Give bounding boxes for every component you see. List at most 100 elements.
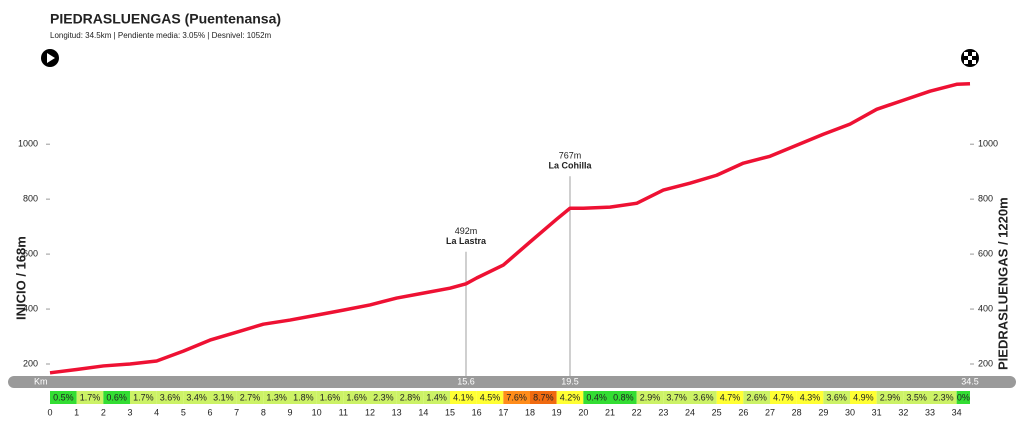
gradient-segment <box>503 391 530 404</box>
gradient-segment <box>103 391 130 404</box>
gradient-segment <box>930 391 957 404</box>
x-tick-label: 6 <box>207 407 212 417</box>
start-icon <box>41 49 59 67</box>
gradient-segment <box>610 391 637 404</box>
y-tick-label: 800 <box>978 194 993 204</box>
gradient-label: 4.3% <box>800 392 821 402</box>
y-tick-label: 200 <box>23 358 38 368</box>
gradient-segment <box>370 391 397 404</box>
gradient-segment <box>690 391 717 404</box>
x-tick-label: 31 <box>872 407 882 417</box>
gradient-label: 2.3% <box>373 392 394 402</box>
x-tick-label: 26 <box>738 407 748 417</box>
gradient-label: 1.7% <box>133 392 154 402</box>
annotation-elevation: 767m <box>559 151 582 161</box>
gradient-segment <box>130 391 157 404</box>
finish-icon <box>961 49 979 67</box>
gradient-segment <box>50 391 77 404</box>
gradient-segment <box>263 391 290 404</box>
gradient-segment <box>156 391 184 404</box>
gradient-segment <box>850 391 877 404</box>
x-tick-label: 0 <box>47 407 52 417</box>
elevation-line <box>49 81 971 375</box>
gradient-segment <box>663 391 690 404</box>
gradient-label: 1.4% <box>426 392 447 402</box>
annotation-name: La Cohilla <box>548 161 592 171</box>
gradient-label: 3.6% <box>693 392 714 402</box>
gradient-segment <box>743 391 770 404</box>
gradient-segment <box>583 391 610 404</box>
gradient-segment <box>316 391 344 404</box>
x-tick-label: 25 <box>712 407 722 417</box>
y-tick-label: 1000 <box>18 139 38 149</box>
gradient-segment <box>770 391 797 404</box>
x-tick-label: 14 <box>418 407 428 417</box>
gradient-label: 8.7% <box>533 392 554 402</box>
gradient-label: 0.4% <box>586 392 607 402</box>
gradient-label: 7.6% <box>506 392 527 402</box>
x-tick-label: 9 <box>287 407 292 417</box>
gradient-label: 3.7% <box>666 392 687 402</box>
gradient-label: 2.3% <box>933 392 954 402</box>
gradient-segment <box>716 391 744 404</box>
y-label-right: PIEDRASLUENGAS / 1220m <box>995 197 1010 370</box>
gradient-label: 3.4% <box>186 392 207 402</box>
y-tick-label: 1000 <box>978 139 998 149</box>
gradient-segment <box>636 391 664 404</box>
gradient-label: 1.3% <box>266 392 287 402</box>
gradient-label: 0.5% <box>53 392 74 402</box>
gradient-label: 3.6% <box>160 392 181 402</box>
gradient-label: 0.6% <box>106 392 127 402</box>
gradient-segment <box>423 391 450 404</box>
gradient-segment <box>76 391 104 404</box>
gradient-label: 0% <box>957 392 970 402</box>
x-tick-label: 7 <box>234 407 239 417</box>
x-tick-label: 30 <box>845 407 855 417</box>
gradient-label: 4.7% <box>720 392 741 402</box>
gradient-label: 4.7% <box>773 392 794 402</box>
annotation-name: La Lastra <box>446 236 487 246</box>
km-bar-label: 19.5 <box>561 376 579 386</box>
y-tick-label: 600 <box>23 248 38 258</box>
x-tick-label: 1 <box>74 407 79 417</box>
gradient-segment <box>823 391 850 404</box>
x-tick-label: 24 <box>685 407 695 417</box>
gradient-segment <box>956 391 970 404</box>
gradient-segment <box>343 391 370 404</box>
subtitle: Longitud: 34.5km | Pendiente media: 3.05… <box>50 31 272 40</box>
gradient-label: 4.1% <box>453 392 474 402</box>
y-tick-label: 400 <box>978 303 993 313</box>
gradient-label: 0.8% <box>613 392 634 402</box>
y-label-left: INICIO / 168m <box>13 236 28 320</box>
gradient-label: 1.7% <box>80 392 101 402</box>
gradient-label: 2.9% <box>880 392 901 402</box>
chart-title: PIEDRASLUENGAS (Puentenansa) <box>50 11 281 27</box>
gradient-segment <box>236 391 264 404</box>
gradient-segment <box>903 391 930 404</box>
gradient-label: 3.1% <box>213 392 234 402</box>
gradient-segment <box>290 391 317 404</box>
gradient-label: 1.8% <box>293 392 314 402</box>
x-tick-label: 34 <box>952 407 962 417</box>
x-tick-label: 28 <box>792 407 802 417</box>
x-tick-label: 23 <box>658 407 668 417</box>
x-tick-label: 11 <box>339 407 348 417</box>
y-tick-label: 600 <box>978 248 993 258</box>
y-tick-label: 400 <box>23 303 38 313</box>
gradient-label: 4.9% <box>853 392 874 402</box>
x-tick-label: 18 <box>525 407 535 417</box>
x-tick-label: 19 <box>552 407 562 417</box>
x-tick-label: 21 <box>605 407 615 417</box>
gradient-segment <box>210 391 237 404</box>
y-tick-label: 200 <box>978 358 993 368</box>
gradient-segment <box>450 391 477 404</box>
x-tick-label: 22 <box>632 407 642 417</box>
km-bar <box>8 376 1016 388</box>
x-tick-label: 12 <box>365 407 375 417</box>
gradient-segment <box>476 391 504 404</box>
x-tick-label: 32 <box>898 407 908 417</box>
gradient-label: 1.6% <box>320 392 341 402</box>
x-tick-label: 16 <box>472 407 482 417</box>
x-tick-label: 17 <box>498 407 508 417</box>
x-tick-label: 27 <box>765 407 775 417</box>
